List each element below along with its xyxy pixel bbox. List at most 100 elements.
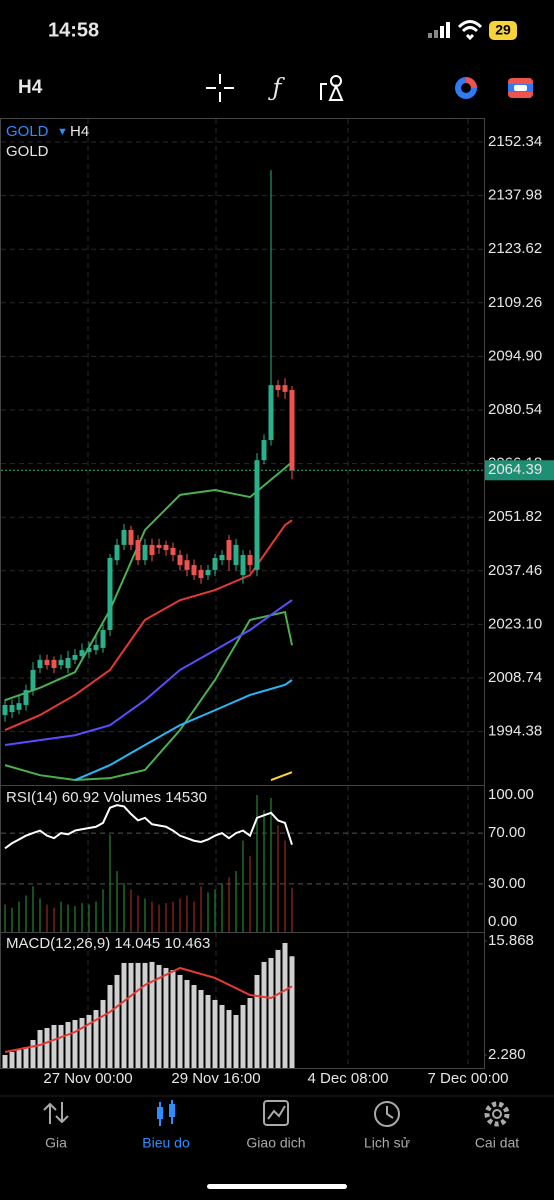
macd-bar bbox=[191, 985, 197, 1068]
candle-body bbox=[219, 554, 225, 561]
macd-bar bbox=[177, 974, 183, 1068]
y-tick-label: 2109.26 bbox=[488, 294, 542, 311]
y-tick-label: 1994.38 bbox=[488, 723, 542, 740]
macd-bar bbox=[79, 1017, 85, 1068]
timeframe-button[interactable]: H4 bbox=[18, 77, 43, 98]
plot-layer: 27 Nov 00:00 29 Nov 16:00 4 Dec 08:00 7 Dec… bbox=[1, 119, 554, 1087]
macd-bar bbox=[16, 1049, 22, 1068]
macd-bar bbox=[205, 994, 211, 1068]
macd-bar bbox=[268, 957, 274, 1068]
candle-body bbox=[114, 544, 120, 561]
nav-label: Cai dat bbox=[475, 1135, 519, 1151]
indicator-line bbox=[270, 771, 293, 781]
x-tick-label: 29 Nov 16:00 bbox=[171, 1070, 260, 1087]
account-button[interactable] bbox=[508, 78, 533, 98]
candle-body bbox=[198, 569, 204, 579]
macd-bar bbox=[128, 962, 134, 1068]
indicators-button[interactable]: ƒ bbox=[268, 74, 286, 102]
macd-bar bbox=[114, 974, 120, 1068]
symbol-label[interactable]: GOLD bbox=[6, 123, 49, 140]
candle-body bbox=[247, 554, 253, 566]
y-tick-label: 2094.90 bbox=[488, 347, 542, 364]
candle-body bbox=[205, 569, 211, 576]
battery-level: 29 bbox=[495, 22, 511, 38]
macd-bar bbox=[233, 1014, 239, 1068]
macd-bar bbox=[198, 989, 204, 1068]
rsi-tick-label: 100.00 bbox=[488, 786, 534, 803]
crosshair-button[interactable] bbox=[206, 74, 234, 102]
candle-body bbox=[93, 644, 99, 651]
nav-chart[interactable]: Bieu do bbox=[142, 1100, 190, 1151]
candle-body bbox=[233, 544, 239, 566]
candle-body bbox=[44, 659, 50, 666]
macd-bar bbox=[289, 956, 295, 1068]
macd-bar bbox=[149, 961, 155, 1068]
x-tick-label: 4 Dec 08:00 bbox=[308, 1070, 389, 1087]
macd-bar bbox=[9, 1051, 15, 1068]
macd-bar bbox=[184, 979, 190, 1068]
y-tick-label: 2137.98 bbox=[488, 187, 542, 204]
macd-signal-line bbox=[4, 966, 293, 1053]
nav-trade[interactable]: Giao dich bbox=[246, 1100, 306, 1151]
candle-body bbox=[254, 460, 260, 570]
symbol-dropdown[interactable]: ▼ bbox=[57, 126, 68, 138]
candle-body bbox=[135, 540, 141, 561]
home-indicator bbox=[207, 1184, 347, 1189]
macd-bar bbox=[226, 1010, 232, 1068]
macd-tick-label: 2.280 bbox=[488, 1046, 526, 1063]
y-tick-label: 2051.82 bbox=[488, 508, 542, 525]
candle-body bbox=[177, 554, 183, 566]
macd-bar bbox=[170, 969, 176, 1068]
macd-bar bbox=[58, 1024, 64, 1068]
candle-body bbox=[149, 544, 155, 555]
macd-bar bbox=[247, 998, 253, 1068]
rsi-line bbox=[4, 804, 293, 850]
macd-bar bbox=[135, 962, 141, 1068]
bottom-nav: Gia Bieu do Giao dich Lịch sử Cai dat bbox=[43, 1100, 519, 1151]
candle-body bbox=[163, 544, 169, 551]
signal-icon bbox=[428, 22, 450, 38]
candle-body bbox=[107, 557, 113, 630]
candle-body bbox=[86, 647, 92, 653]
rsi-tick-label: 70.00 bbox=[488, 824, 526, 841]
candle-body bbox=[261, 440, 267, 461]
nav-history[interactable]: Lịch sử bbox=[364, 1101, 410, 1151]
macd-bar bbox=[156, 964, 162, 1068]
macd-bar bbox=[30, 1039, 36, 1068]
candle-body bbox=[170, 547, 176, 555]
chart-subtitle: GOLD bbox=[6, 143, 49, 160]
candle-body bbox=[23, 690, 29, 706]
indicator-line bbox=[4, 599, 293, 746]
macd-bar bbox=[261, 961, 267, 1068]
candle-body bbox=[58, 659, 64, 666]
nav-price[interactable]: Gia bbox=[43, 1102, 69, 1151]
nav-settings[interactable]: Cai dat bbox=[475, 1101, 519, 1151]
objects-button[interactable] bbox=[320, 75, 344, 101]
wifi-icon bbox=[457, 20, 483, 41]
nav-label: Giao dich bbox=[246, 1135, 305, 1151]
macd-bar bbox=[121, 962, 127, 1068]
macd-bar bbox=[86, 1014, 92, 1068]
trade-button[interactable] bbox=[455, 77, 477, 99]
candle-body bbox=[268, 385, 274, 441]
candle-body bbox=[37, 659, 43, 669]
candle-body bbox=[2, 705, 8, 716]
macd-bar bbox=[275, 949, 281, 1068]
y-tick-label: 2080.54 bbox=[488, 401, 542, 418]
candle-body bbox=[191, 565, 197, 576]
timeframe-label: H4 bbox=[70, 123, 89, 140]
current-price-box bbox=[485, 460, 554, 481]
rsi-tick-label: 30.00 bbox=[488, 875, 526, 892]
candle-body bbox=[275, 385, 281, 390]
macd-bar bbox=[163, 967, 169, 1068]
candle-body bbox=[51, 659, 57, 669]
clock: 14:58 bbox=[48, 19, 99, 41]
macd-bar bbox=[240, 1004, 246, 1068]
candle-body bbox=[16, 703, 22, 710]
candle-body bbox=[100, 629, 106, 648]
candle-body bbox=[289, 389, 295, 471]
rsi-tick-label: 0.00 bbox=[488, 913, 517, 930]
rsi-label: RSI(14) 60.92 Volumes 14530 bbox=[6, 789, 207, 806]
indicator-line bbox=[74, 679, 293, 781]
